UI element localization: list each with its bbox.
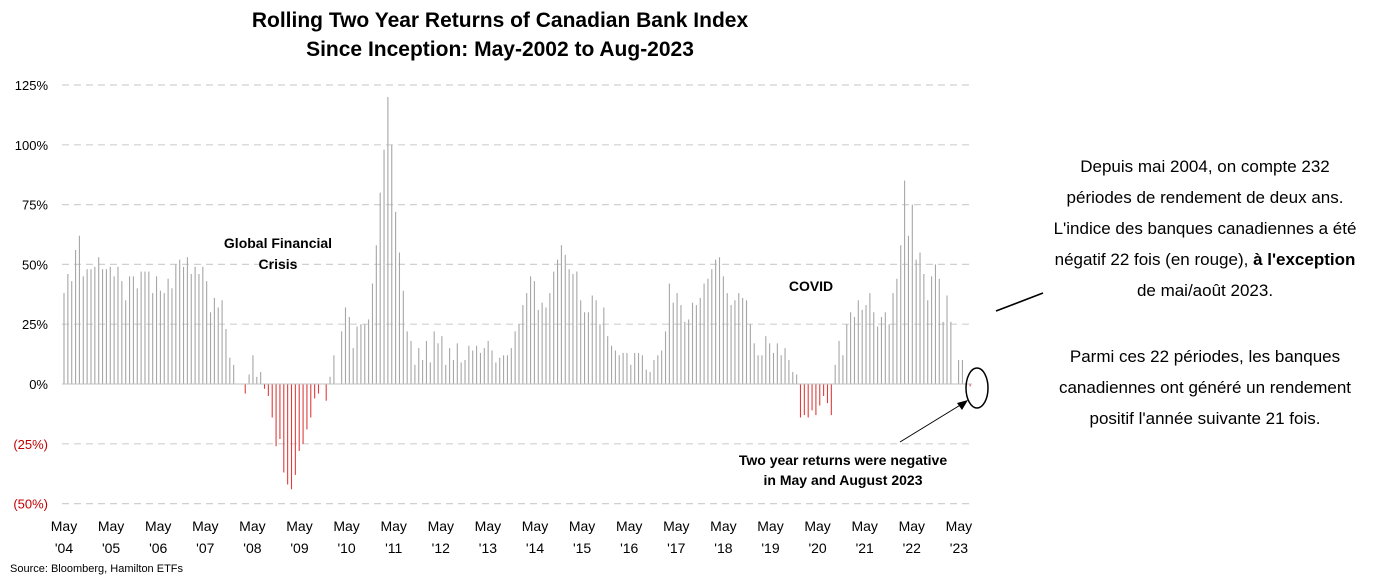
x-tick-month: May xyxy=(851,518,877,534)
x-tick-month: May xyxy=(333,518,359,534)
y-tick-label: 25% xyxy=(22,317,48,332)
annotation-arrow-head xyxy=(957,400,968,410)
y-tick-label: 75% xyxy=(22,198,48,213)
x-tick-year: '19 xyxy=(761,540,779,556)
callout-connector xyxy=(995,292,1044,312)
x-tick-month: May xyxy=(710,518,736,534)
x-tick-year: '07 xyxy=(196,540,214,556)
y-tick-label: 50% xyxy=(22,257,48,272)
y-tick-label: (50%) xyxy=(13,497,48,512)
highlight-circle xyxy=(965,367,989,409)
annotation-gfc: Crisis xyxy=(259,256,298,272)
x-tick-year: '06 xyxy=(149,540,167,556)
y-tick-label: 100% xyxy=(15,138,49,153)
x-tick-month: May xyxy=(569,518,595,534)
x-tick-year: '04 xyxy=(55,540,73,556)
y-tick-label: 125% xyxy=(15,78,49,93)
x-tick-year: '22 xyxy=(903,540,921,556)
x-tick-month: May xyxy=(51,518,77,534)
x-tick-year: '15 xyxy=(573,540,591,556)
x-tick-year: '12 xyxy=(432,540,450,556)
x-tick-month: May xyxy=(239,518,265,534)
x-tick-year: '09 xyxy=(290,540,308,556)
commentary-emphasis: à l'exception xyxy=(1253,250,1356,269)
x-tick-year: '05 xyxy=(102,540,120,556)
annotation-covid: COVID xyxy=(789,278,833,294)
x-tick-month: May xyxy=(380,518,406,534)
x-tick-year: '14 xyxy=(526,540,544,556)
annotations: Global Financial Crisis COVID Two year retu… xyxy=(224,235,1044,488)
x-tick-year: '18 xyxy=(714,540,732,556)
x-tick-month: May xyxy=(428,518,454,534)
x-axis: May '04 May '05 May '06 May '07 May '08 May '09 May '… xyxy=(51,518,972,556)
y-tick-label: (25%) xyxy=(13,437,48,452)
x-tick-year: '23 xyxy=(950,540,968,556)
chart-title: Rolling Two Year Returns of Canadian Ban… xyxy=(140,6,860,64)
x-tick-month: May xyxy=(145,518,171,534)
x-tick-month: May xyxy=(616,518,642,534)
x-tick-month: May xyxy=(804,518,830,534)
grid-lines xyxy=(62,84,972,505)
x-tick-year: '16 xyxy=(620,540,638,556)
x-tick-year: '10 xyxy=(337,540,355,556)
x-tick-month: May xyxy=(663,518,689,534)
commentary-paragraph-1: Depuis mai 2004, on compte 232 périodes … xyxy=(1050,151,1360,306)
x-tick-month: May xyxy=(475,518,501,534)
x-tick-month: May xyxy=(522,518,548,534)
x-tick-year: '17 xyxy=(667,540,685,556)
commentary-text-a: Depuis mai 2004, on compte 232 périodes … xyxy=(1053,157,1357,269)
x-tick-month: May xyxy=(946,518,972,534)
annotation-arrow-line xyxy=(899,403,963,443)
source-note: Source: Bloomberg, Hamilton ETFs xyxy=(10,563,184,575)
annotation-last-periods: Two year returns were negative xyxy=(739,452,947,468)
annotation-gfc: Global Financial xyxy=(224,235,332,251)
x-tick-month: May xyxy=(192,518,218,534)
bars xyxy=(63,96,971,490)
x-tick-year: '08 xyxy=(243,540,261,556)
y-axis: 125% 100% 75% 50% 25% 0% (25%) (50%) xyxy=(13,78,48,512)
x-tick-month: May xyxy=(899,518,925,534)
commentary-text-b: de mai/août 2023. xyxy=(1136,281,1274,300)
x-tick-year: '11 xyxy=(385,540,402,556)
x-tick-month: May xyxy=(286,518,312,534)
annotation-last-periods: in May and August 2023 xyxy=(764,472,923,488)
x-tick-year: '13 xyxy=(479,540,497,556)
x-tick-month: May xyxy=(98,518,124,534)
commentary-paragraph-2: Parmi ces 22 périodes, les banques canad… xyxy=(1058,347,1352,428)
title-line-1: Rolling Two Year Returns of Canadian Ban… xyxy=(251,9,749,32)
title-line-2: Since Inception: May-2002 to Aug-2023 xyxy=(306,38,694,61)
x-tick-year: '20 xyxy=(808,540,826,556)
x-tick-month: May xyxy=(757,518,783,534)
x-tick-year: '21 xyxy=(856,540,874,556)
y-tick-label: 0% xyxy=(29,377,48,392)
